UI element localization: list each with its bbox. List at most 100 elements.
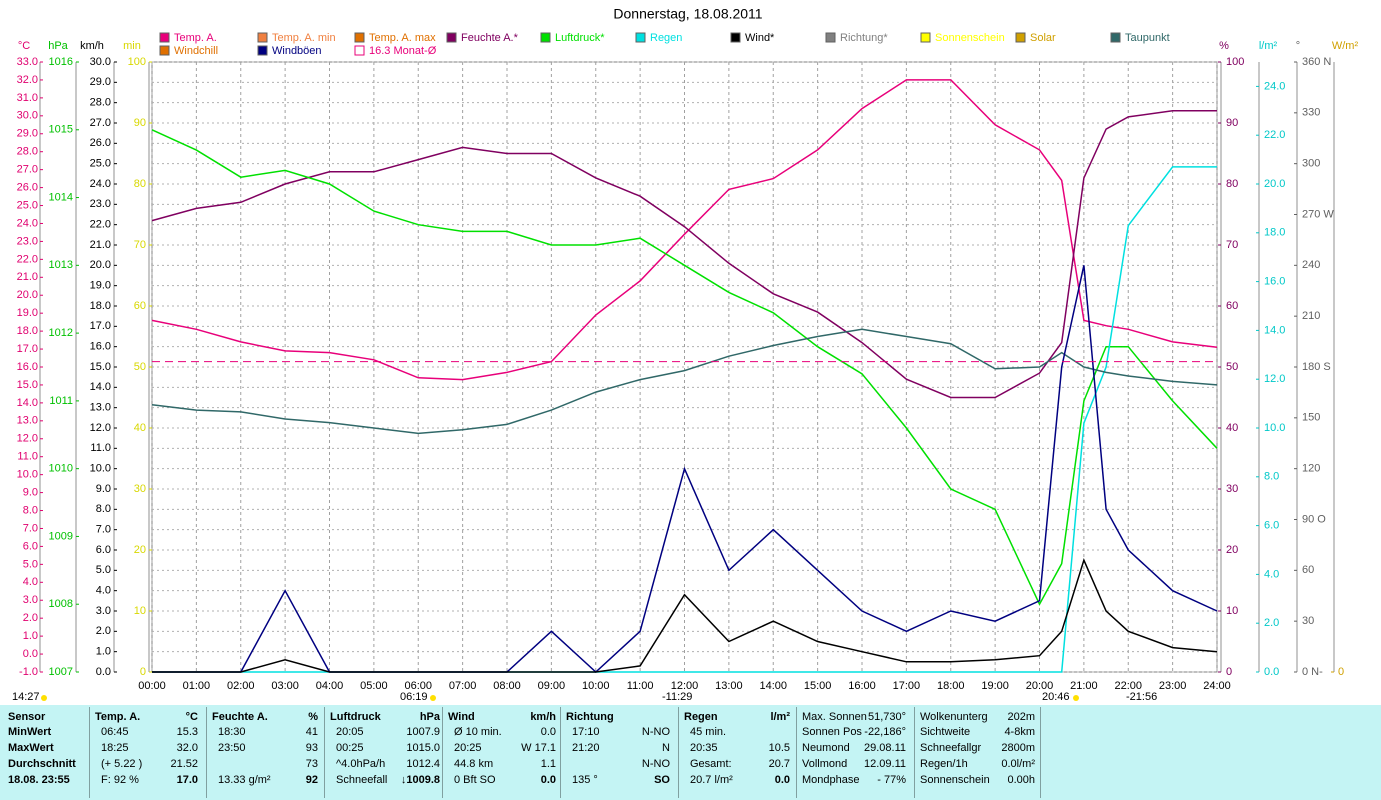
series-line xyxy=(151,110,1217,399)
legend-label: Feuchte A.* xyxy=(461,32,519,44)
x-tick-label: 14:00 xyxy=(759,680,787,692)
table-value: 1007.9 xyxy=(406,726,440,738)
x-tick-label: 08:00 xyxy=(493,680,521,692)
info-label: Neumond xyxy=(802,742,850,754)
legend-swatch xyxy=(159,45,170,56)
y-tick-label: 24.0 xyxy=(17,217,38,229)
y-tick-label: 90 xyxy=(1226,117,1238,129)
y-tick-label: 4.0 xyxy=(96,585,111,597)
table-cell: 44.8 km xyxy=(454,758,494,770)
y-tick-label: 2.0 xyxy=(23,612,38,624)
y-tick-label: 25.0 xyxy=(17,199,38,211)
separator xyxy=(1040,707,1041,798)
axis-title: km/h xyxy=(80,40,104,52)
y-tick-label: -1.0 xyxy=(19,666,38,678)
annotation: 14:27 xyxy=(12,691,40,703)
info-value: 4-8km xyxy=(1004,726,1035,738)
y-tick-label: 14.0 xyxy=(1264,324,1285,336)
table-value: W 17.1 xyxy=(521,742,556,754)
series-line xyxy=(152,558,1218,673)
y-tick-label: 6.0 xyxy=(96,544,111,556)
table-cell: 17:10 xyxy=(572,726,600,738)
y-tick-label: 6.0 xyxy=(23,540,38,552)
legend-label: Temp. A. min xyxy=(272,32,336,44)
y-tick-label: 10 xyxy=(134,605,146,617)
legend-label: Solar xyxy=(1030,32,1056,44)
table-cell: 13.33 g/m² xyxy=(218,774,271,786)
y-tick-label: 0 xyxy=(1338,666,1344,678)
x-tick-label: 16:00 xyxy=(848,680,876,692)
y-tick-label: 80 xyxy=(1226,178,1238,190)
x-tick-label: 04:00 xyxy=(316,680,344,692)
y-tick-label: 24.0 xyxy=(1264,80,1285,92)
table-header: Richtung xyxy=(566,711,614,723)
axis-title: min xyxy=(123,40,141,52)
table-value: 10.5 xyxy=(768,742,790,754)
y-tick-label: 20 xyxy=(134,544,146,556)
y-tick-label: 22.0 xyxy=(17,253,38,265)
y-tick-label: 22.0 xyxy=(1264,129,1285,141)
y-tick-label: 240 xyxy=(1302,259,1320,271)
info-label: Sonnen Pos xyxy=(802,726,862,738)
y-tick-label: 23.0 xyxy=(90,198,111,210)
legend-swatch xyxy=(354,45,365,56)
table-value: 15.3 xyxy=(176,726,198,738)
legend-swatch xyxy=(1110,32,1121,43)
legend-swatch xyxy=(159,32,170,43)
y-tick-label: 14.0 xyxy=(90,381,111,393)
y-tick-label: 4.0 xyxy=(1264,568,1279,580)
y-tick-label: 16.0 xyxy=(90,341,111,353)
y-tick-label: 21.0 xyxy=(17,271,38,283)
y-tick-label: 15.0 xyxy=(90,361,111,373)
y-tick-label: 70 xyxy=(1226,239,1238,251)
legend-label: Windchill xyxy=(174,45,218,57)
separator xyxy=(678,707,679,798)
y-tick-label: 29.0 xyxy=(90,76,111,88)
y-tick-label: 1009 xyxy=(49,530,73,542)
chart: Donnerstag, 18.08.2011 14:27 06:19 -11:2… xyxy=(12,5,1359,703)
table-header: Temp. A. xyxy=(95,711,141,723)
info-value: 29.08.11 xyxy=(863,742,906,754)
table-cell: 18:30 xyxy=(218,726,246,738)
table-unit: % xyxy=(308,711,318,723)
legend-swatch xyxy=(257,32,268,43)
y-tick-label: 1016 xyxy=(49,56,73,68)
info-label: Sichtweite xyxy=(920,726,971,738)
table-value: 20.7 xyxy=(768,758,790,770)
y-tick-label: 20.0 xyxy=(17,289,38,301)
info-label: Schneefallgr xyxy=(920,742,982,754)
sun-icon xyxy=(430,695,436,701)
legend-swatch xyxy=(540,32,551,43)
y-tick-label: 2.0 xyxy=(1264,617,1279,629)
table-cell: 23:50 xyxy=(218,742,246,754)
info-value: 202m xyxy=(1007,711,1035,723)
y-tick-label: 32.0 xyxy=(17,74,38,86)
info-value: -22,186° xyxy=(864,726,906,738)
y-tick-label: 6.0 xyxy=(1264,520,1279,532)
y-tick-label: 50 xyxy=(134,361,146,373)
table-value: 92 xyxy=(305,774,318,786)
y-tick-label: 0.0 xyxy=(23,648,38,660)
y-tick-label: 26.0 xyxy=(17,181,38,193)
y-tick-label: 1011 xyxy=(49,395,73,407)
axis-title: % xyxy=(1219,40,1229,52)
y-tick-label: 90 O xyxy=(1302,513,1326,525)
y-tick-label: 70 xyxy=(134,239,146,251)
y-tick-label: 7.0 xyxy=(23,522,38,534)
separator xyxy=(560,707,561,798)
axis-title: °C xyxy=(18,40,30,52)
y-tick-label: 27.0 xyxy=(17,164,38,176)
y-tick-label: 17.0 xyxy=(17,343,38,355)
table-value: 0.0 xyxy=(774,774,790,786)
y-tick-label: 21.0 xyxy=(90,239,111,251)
y-tick-label: 14.0 xyxy=(17,397,38,409)
info-label: Vollmond xyxy=(802,758,848,770)
y-tick-label: 4.0 xyxy=(23,576,38,588)
annotation: -21:56 xyxy=(1126,691,1157,703)
axis-title: ° xyxy=(1296,40,1300,52)
table-value: 1012.4 xyxy=(406,758,440,770)
x-tick-label: 21:00 xyxy=(1070,680,1098,692)
table-value: 1015.0 xyxy=(406,742,440,754)
y-tick-label: 18.0 xyxy=(17,325,38,337)
table-cell: 20.7 l/m² xyxy=(690,774,733,786)
